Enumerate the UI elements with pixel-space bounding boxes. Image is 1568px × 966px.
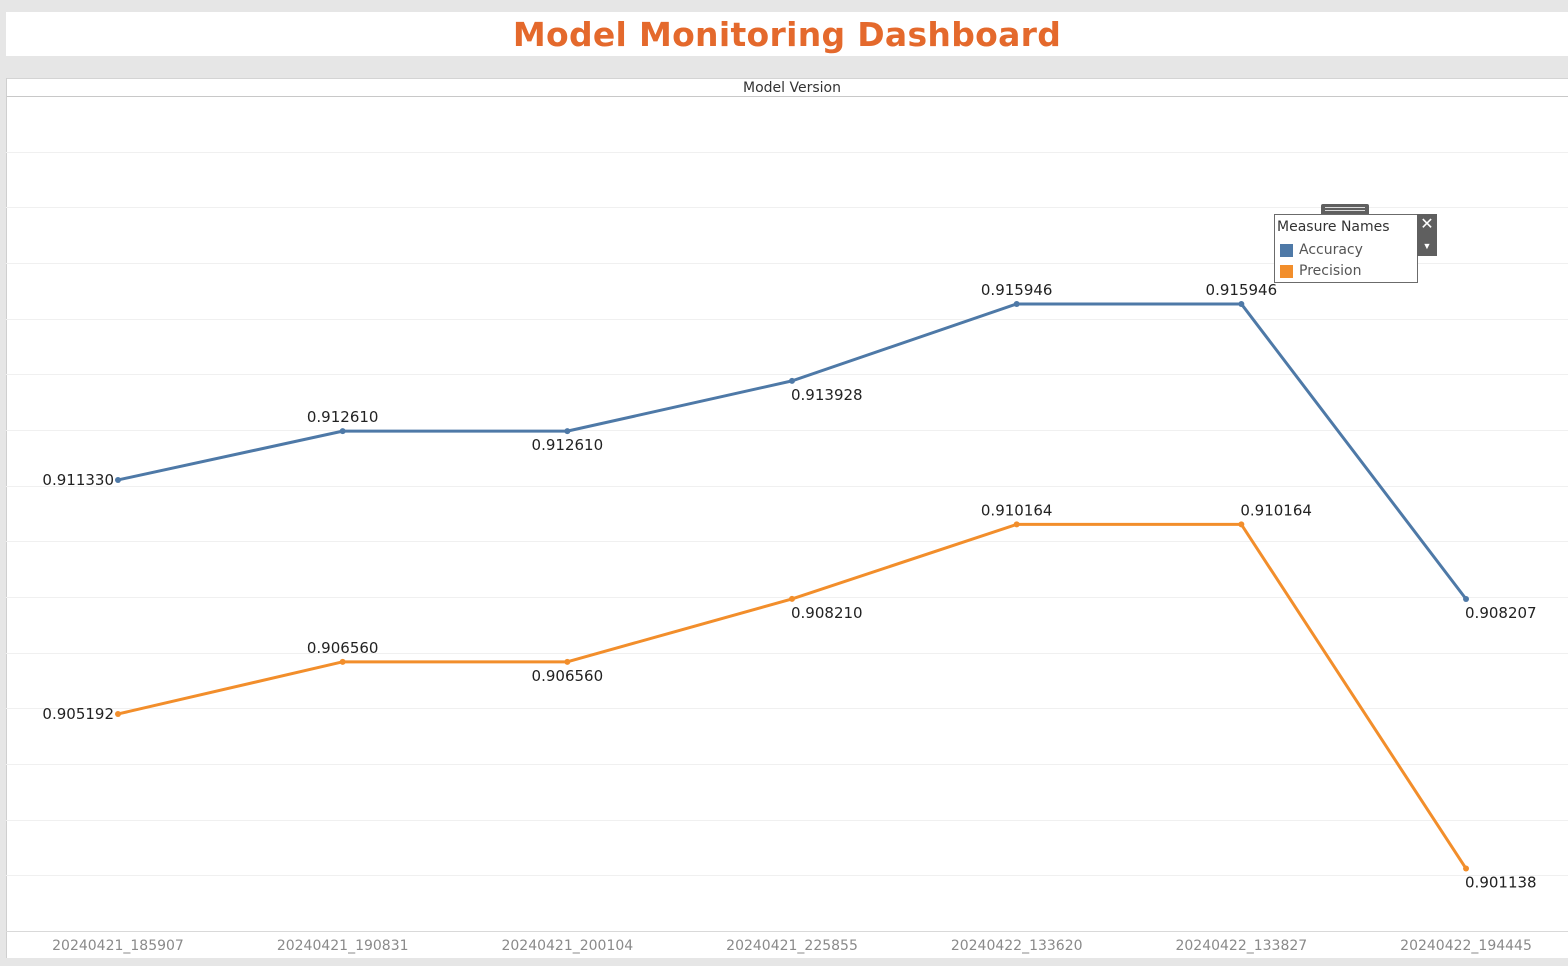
data-point-accuracy [1238,300,1245,307]
data-label-precision: 0.905192 [42,705,114,723]
dashboard-title: Model Monitoring Dashboard [512,14,1062,54]
data-point-accuracy [339,428,346,435]
series-line-accuracy [117,302,1468,600]
data-point-precision [339,658,346,665]
data-label-accuracy: 0.911330 [42,471,114,489]
x-tick-label: 20240422_133827 [1175,938,1307,954]
legend-item-precision[interactable]: Precision [1280,263,1361,279]
x-tick-label: 20240421_200104 [501,938,633,954]
data-label-precision: 0.910164 [1240,501,1312,519]
data-label-accuracy: 0.913928 [791,386,863,404]
data-point-precision [1238,521,1245,528]
legend-label-precision: Precision [1299,263,1362,279]
close-icon[interactable]: ✕ [1420,216,1434,233]
data-point-accuracy [115,476,121,483]
x-tick-label: 20240421_190831 [277,938,409,954]
data-label-accuracy: 0.912610 [532,436,604,454]
legend-swatch-precision [1280,264,1293,278]
x-tick-label: 20240421_225855 [726,938,858,954]
data-point-accuracy [789,377,796,384]
data-label-accuracy: 0.915946 [981,281,1053,299]
chart-header: Model Version [743,80,841,96]
data-label-precision: 0.908210 [791,604,863,622]
data-point-accuracy [564,428,571,435]
legend-swatch-accuracy [1280,243,1293,257]
series-line-precision [117,522,1468,870]
data-point-precision [115,710,121,717]
dashboard-title-bar: Model Monitoring Dashboard [6,12,1568,56]
legend-controls: ✕ ▼ [1417,214,1437,256]
data-label-accuracy: 0.908207 [1465,604,1537,622]
data-point-precision [1463,865,1470,872]
legend-item-accuracy[interactable]: Accuracy [1280,242,1363,258]
data-point-precision [564,658,571,665]
legend-drag-handle[interactable] [1321,204,1369,214]
legend-label-accuracy: Accuracy [1299,242,1363,258]
data-label-accuracy: 0.912610 [307,408,379,426]
dropdown-arrow-icon[interactable]: ▼ [1422,241,1432,251]
line-chart: Model Version 20240421_185907 20240421_190… [6,78,1568,958]
data-point-precision [789,595,796,602]
data-label-precision: 0.906560 [307,639,379,657]
data-point-accuracy [1463,596,1470,603]
data-label-precision: 0.910164 [981,501,1053,519]
legend: Measure Names Accuracy Precision [1274,214,1418,283]
data-point-precision [1013,521,1020,528]
x-tick-label: 20240422_194445 [1400,938,1532,954]
legend-title: Measure Names [1277,219,1390,235]
x-tick-label: 20240421_185907 [52,938,184,954]
data-label-precision: 0.906560 [532,667,604,685]
data-label-precision: 0.901138 [1465,874,1537,892]
x-tick-label: 20240422_133620 [951,938,1083,954]
data-point-accuracy [1013,300,1020,307]
data-label-accuracy: 0.915946 [1206,281,1278,299]
